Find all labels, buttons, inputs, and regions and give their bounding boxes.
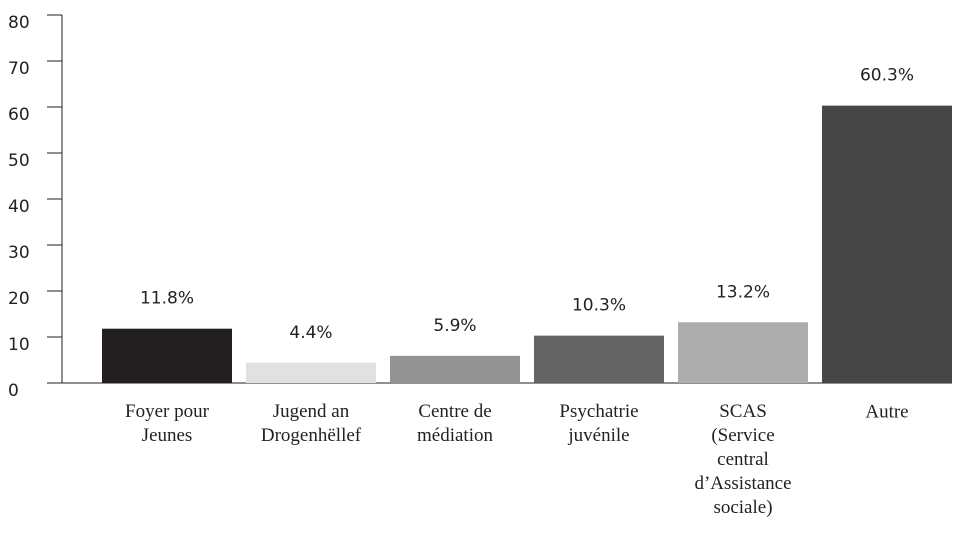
bar: [822, 105, 952, 384]
y-tick-label: 0: [8, 381, 19, 401]
value-label: 4.4%: [289, 323, 332, 343]
y-tick-label: 10: [8, 335, 30, 355]
y-tick-label: 70: [8, 59, 30, 79]
y-tick-label: 40: [8, 197, 30, 217]
bar: [534, 335, 664, 383]
value-label: 10.3%: [572, 296, 626, 316]
y-tick-label: 80: [8, 13, 30, 33]
value-label: 60.3%: [860, 66, 914, 86]
y-tick-label: 50: [8, 151, 30, 171]
x-tick-label: Autre: [865, 401, 908, 422]
value-label: 5.9%: [433, 316, 476, 336]
bar: [678, 322, 808, 383]
x-tick-label: SCAS (Service central d’Assistance sociale): [694, 401, 791, 518]
x-tick-label: Centre de médiation: [417, 401, 493, 446]
bar: [102, 328, 232, 383]
y-tick-label: 30: [8, 243, 30, 263]
x-tick-label: Foyer pour Jeunes: [125, 401, 210, 446]
bar: [390, 355, 520, 383]
y-tick-label: 20: [8, 289, 30, 309]
x-tick-label: Jugend an Drogenhëllef: [261, 401, 362, 446]
bar: [246, 362, 376, 383]
value-label: 11.8%: [140, 289, 194, 309]
y-tick-label: 60: [8, 105, 30, 125]
x-tick-label: Psychatrie juvénile: [559, 401, 638, 446]
value-label: 13.2%: [716, 282, 770, 302]
